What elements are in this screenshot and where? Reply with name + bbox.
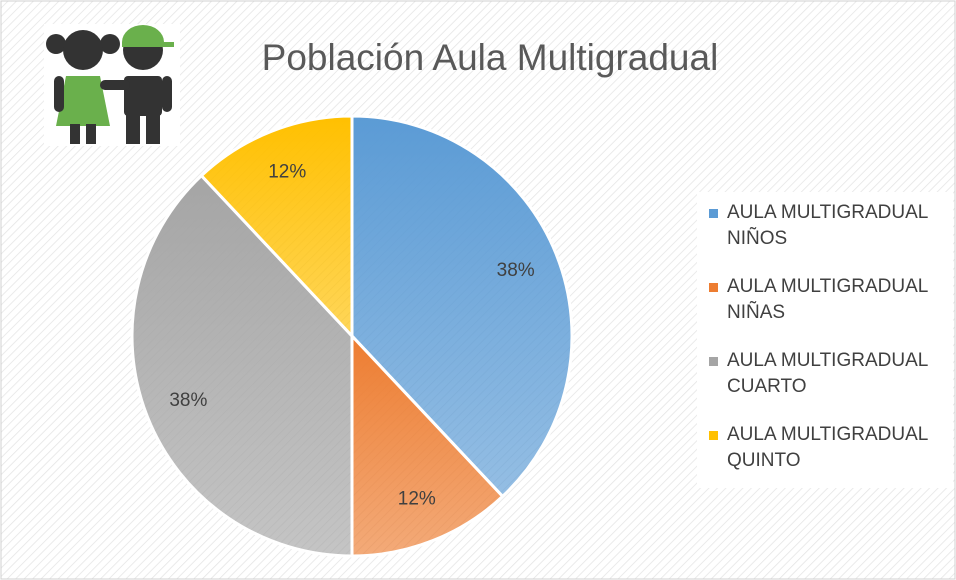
data-label: 38% <box>497 260 535 281</box>
pie-slice <box>350 332 505 558</box>
data-label: 12% <box>268 161 306 182</box>
pie-slice <box>350 114 574 499</box>
pie-slice <box>199 114 354 340</box>
kids-icon <box>44 24 180 146</box>
legend: AULA MULTIGRADUAL NIÑOS AULA MULTIGRADUAL… <box>697 192 953 488</box>
pie-slice <box>130 173 354 558</box>
legend-swatch <box>709 283 718 292</box>
legend-item: AULA MULTIGRADUAL NIÑOS <box>709 200 951 252</box>
legend-swatch <box>709 357 718 366</box>
chart-title: Población Aula Multigradual <box>262 37 719 78</box>
legend-item: AULA MULTIGRADUAL NIÑAS <box>709 274 951 326</box>
legend-swatch <box>709 431 718 440</box>
legend-item: AULA MULTIGRADUAL QUINTO <box>709 422 951 474</box>
legend-label: AULA MULTIGRADUAL NIÑAS <box>727 276 928 323</box>
legend-label: AULA MULTIGRADUAL CUARTO <box>727 350 928 397</box>
data-label: 38% <box>169 390 207 411</box>
legend-label: AULA MULTIGRADUAL NIÑOS <box>727 202 928 249</box>
legend-item: AULA MULTIGRADUAL CUARTO <box>709 348 951 400</box>
data-label: 12% <box>398 489 436 510</box>
legend-swatch <box>709 209 718 218</box>
legend-label: AULA MULTIGRADUAL QUINTO <box>727 424 928 471</box>
